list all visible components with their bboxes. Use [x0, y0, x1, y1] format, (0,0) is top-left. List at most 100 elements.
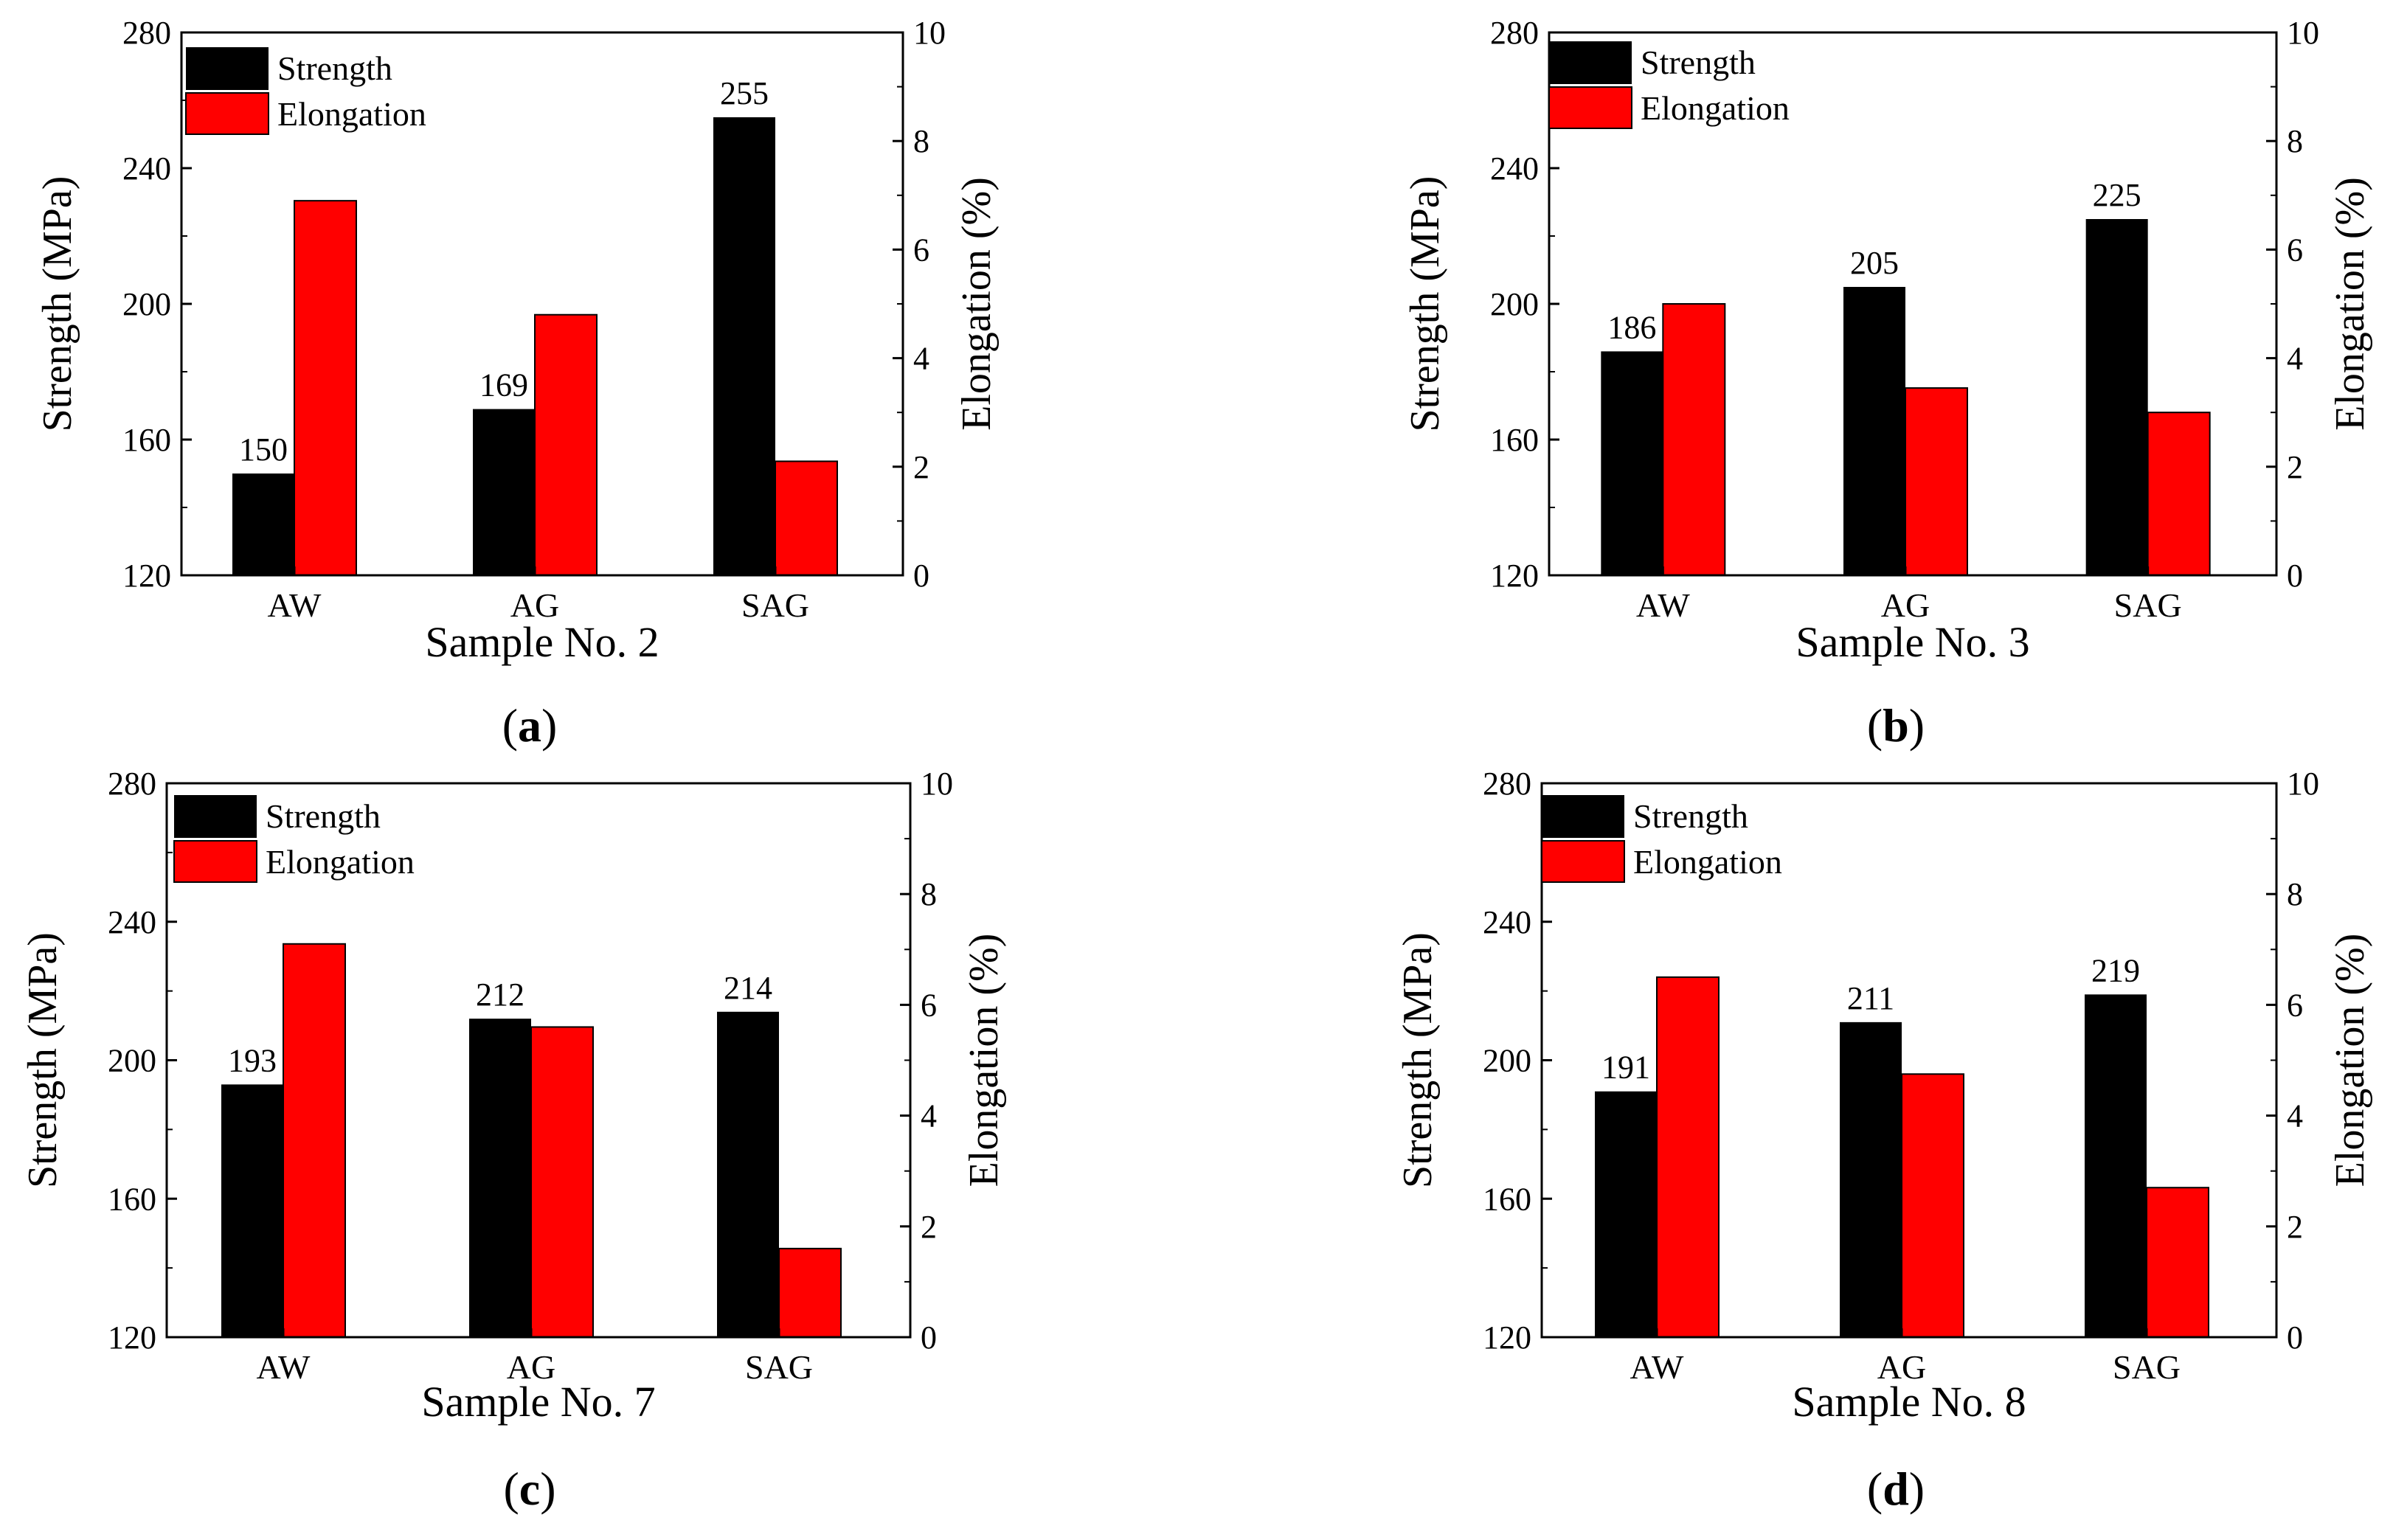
y-tick-label: 160: [1490, 422, 1539, 458]
panel-tag-open: (: [1867, 1463, 1883, 1515]
legend-label-elongation: Elongation: [1633, 843, 1782, 881]
bar-elongation-ag: [534, 313, 598, 576]
y-axis-title: Strength (MPa): [20, 932, 66, 1188]
y2-tick-label: 4: [921, 1098, 937, 1134]
y-tick-label: 280: [122, 15, 171, 51]
panel-tag: (d): [1867, 1463, 1925, 1515]
bar-elongation-ag: [1905, 387, 1968, 577]
x-tick-label-aw: AW: [268, 586, 322, 624]
y2-tick-label: 6: [913, 232, 929, 268]
y-axis-title: Strength (MPa): [1402, 176, 1448, 432]
y2-tick-label: 4: [2287, 1098, 2303, 1134]
y2-tick-label: 2: [921, 1209, 937, 1245]
panel-tag-open: (: [1867, 699, 1883, 752]
y-tick-label: 280: [1483, 766, 1531, 802]
bar-strength-ag: [469, 1019, 531, 1337]
y-axis-title: Strength (MPa): [35, 176, 80, 432]
y2-axis-title: Elongation (%): [954, 177, 1000, 431]
y-tick-label: 200: [1490, 286, 1539, 322]
x-tick-label-aw: AW: [1630, 1348, 1685, 1386]
y2-tick-label: 4: [2287, 341, 2303, 377]
x-axis-title: Sample No. 7: [421, 1378, 655, 1426]
data-label-strength-ag: 169: [479, 367, 528, 403]
y2-tick-label: 6: [2287, 232, 2303, 268]
legend-swatch-strength: [186, 47, 269, 90]
data-label-strength-aw: 193: [228, 1042, 277, 1078]
bar-strength-aw: [1601, 351, 1663, 575]
data-label-strength-ag: 212: [476, 977, 524, 1013]
legend-swatch-elongation: [173, 840, 257, 883]
y-tick-label: 200: [122, 286, 171, 322]
bar-elongation-aw: [1656, 976, 1720, 1338]
x-tick-label-ag: AG: [510, 586, 559, 624]
y2-tick-label: 10: [2287, 15, 2319, 51]
x-tick-label-aw: AW: [1636, 586, 1691, 624]
x-tick-label-sag: SAG: [2113, 1348, 2181, 1386]
legend-label-strength: Strength: [266, 797, 381, 835]
y-axis-title: Strength (MPa): [1395, 932, 1441, 1188]
x-axis-title: Sample No. 8: [1792, 1378, 2026, 1426]
y-tick-label: 240: [122, 150, 171, 187]
y2-axis-title: Elongation (%): [961, 934, 1007, 1187]
y2-tick-label: 8: [913, 123, 929, 159]
y-tick-label: 240: [108, 904, 156, 940]
y2-tick-label: 2: [2287, 1209, 2303, 1245]
x-axis-title: Sample No. 3: [1795, 618, 2029, 666]
data-label-strength-sag: 255: [720, 75, 769, 111]
legend-swatch-elongation: [1548, 86, 1632, 129]
y-tick-label: 280: [108, 766, 156, 802]
y-tick-label: 120: [1483, 1319, 1531, 1356]
bar-strength-sag: [717, 1011, 779, 1337]
panel-tag-close: ): [1909, 699, 1925, 752]
bar-strength-aw: [221, 1084, 283, 1337]
y2-tick-label: 6: [2287, 987, 2303, 1023]
y2-axis-title: Elongation (%): [2327, 934, 2373, 1187]
data-label-strength-sag: 219: [2091, 952, 2140, 988]
bar-strength-ag: [1840, 1022, 1902, 1337]
x-tick-label-sag: SAG: [2114, 586, 2182, 624]
y2-tick-label: 10: [921, 766, 953, 802]
data-label-strength-ag: 205: [1850, 245, 1899, 281]
data-label-strength-aw: 150: [239, 431, 288, 468]
panel-tag: (c): [503, 1463, 555, 1515]
x-tick-label-ag: AG: [1881, 586, 1930, 624]
bar-elongation-aw: [1662, 303, 1726, 576]
x-axis-title: Sample No. 2: [425, 618, 659, 666]
legend-swatch-elongation: [185, 92, 269, 135]
bar-elongation-sag: [2146, 1187, 2209, 1338]
y2-tick-label: 8: [2287, 123, 2303, 159]
panel-tag: (b): [1867, 699, 1925, 752]
y2-tick-label: 10: [2287, 766, 2319, 802]
bar-elongation-sag: [778, 1247, 842, 1338]
data-label-strength-ag: 211: [1847, 980, 1894, 1016]
x-tick-label-sag: SAG: [745, 1348, 813, 1386]
y-tick-label: 160: [1483, 1181, 1531, 1217]
legend-label-elongation: Elongation: [1641, 89, 1790, 127]
chart-panel-d: 191 AW 211 AG 219 SAG 120 160 200 240 280 0 2 4 6 8 10 St…: [1395, 766, 2373, 1515]
data-label-strength-aw: 186: [1607, 309, 1656, 345]
legend-label-strength: Strength: [1633, 797, 1748, 835]
y-tick-label: 120: [1490, 558, 1539, 594]
bar-strength-aw: [232, 474, 294, 575]
y-tick-label: 120: [122, 558, 171, 594]
chart-panel-c: 193 AW 212 AG 214 SAG 120 160 200 240 280 0 2 4 6 8 10 St…: [20, 766, 1007, 1515]
y-tick-label: 120: [108, 1319, 156, 1356]
y-tick-label: 200: [108, 1043, 156, 1079]
legend-label-strength: Strength: [277, 49, 392, 87]
x-tick-label-ag: AG: [507, 1348, 555, 1386]
y2-tick-label: 8: [921, 876, 937, 912]
x-tick-label-ag: AG: [1877, 1348, 1926, 1386]
data-label-strength-sag: 214: [724, 970, 772, 1006]
panel-tag-letter: c: [519, 1463, 540, 1515]
legend-swatch-elongation: [1541, 840, 1625, 883]
y2-tick-label: 10: [913, 15, 946, 51]
y-tick-label: 240: [1490, 150, 1539, 187]
bar-strength-sag: [2085, 219, 2148, 575]
y2-tick-label: 2: [2287, 449, 2303, 485]
legend-swatch-strength: [1542, 795, 1624, 838]
panel-tag-open: (: [503, 1463, 519, 1515]
legend-label-elongation: Elongation: [266, 843, 415, 881]
panel-tag-letter: d: [1883, 1463, 1909, 1515]
bar-strength-aw: [1595, 1091, 1657, 1337]
